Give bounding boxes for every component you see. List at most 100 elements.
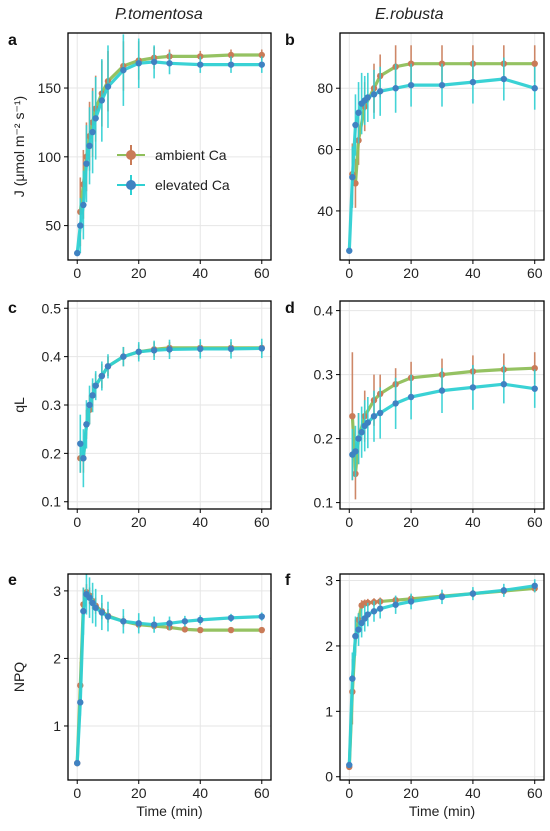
data-point-elevated [407,598,415,605]
y-tick-label: 0.3 [42,397,62,413]
data-point-elevated [166,620,173,627]
y-tick-label: 2 [325,638,333,654]
data-point-elevated [92,604,99,611]
column-title-left: P.tomentosa [115,6,203,23]
data-point-elevated [197,61,204,68]
panel-letter-e: e [8,572,17,589]
data-point-ambient [227,51,235,59]
data-point-elevated [89,128,96,136]
x-tick-label: 40 [465,514,481,530]
x-tick-label: 0 [345,265,353,281]
data-point-elevated [92,382,99,389]
y-tick-label: 3 [53,583,61,599]
data-point-elevated [364,611,372,618]
series-line-ambient [350,62,535,185]
data-point-elevated [98,97,106,104]
panel-letter-b: b [285,32,295,49]
data-point-elevated [346,247,353,254]
column-title-right: E.robusta [375,6,444,23]
data-point-elevated [120,66,127,74]
y-tick-label: 80 [317,80,333,96]
data-point-elevated [120,618,127,625]
plot-frame [339,32,545,261]
data-point-elevated [77,699,84,706]
data-point-elevated [407,393,415,401]
data-point-elevated [166,346,173,353]
panel-letter-d: d [285,300,295,317]
data-point-elevated [89,392,96,399]
data-point-elevated [352,632,359,640]
y-tick-label: 100 [38,149,62,165]
legend-label-ambient: ambient Ca [155,147,227,163]
data-point-elevated [438,387,446,394]
data-point-elevated [355,626,362,633]
y-tick-label: 0.4 [314,303,334,319]
data-point-elevated [104,363,112,370]
x-tick-label: 40 [465,265,481,281]
data-point-elevated [227,614,235,622]
x-tick-label: 60 [254,265,270,281]
x-tick-label: 40 [192,265,208,281]
x-tick-label: 20 [403,785,419,801]
data-point-ambient [197,626,204,634]
data-point-elevated [104,613,112,620]
plot-frame [67,32,272,261]
y-tick-label: 60 [317,142,333,158]
series-line-elevated [347,584,535,766]
data-point-elevated [92,115,99,122]
y-tick-label: 1 [325,703,333,719]
data-point-elevated [77,222,84,229]
y-tick-label: 1 [53,718,61,734]
x-tick-label: 60 [254,514,270,530]
data-point-elevated [358,619,365,627]
data-point-elevated [376,605,384,612]
panel-f: 0 20 40 60 0 1 2 3 Time (min) [325,573,545,819]
data-point-elevated [166,60,173,67]
legend-item-ambient: ambient Ca [113,140,273,170]
data-point-elevated [355,109,362,116]
data-point-elevated [370,608,378,615]
data-point-elevated [98,372,106,380]
data-point-elevated [197,616,204,624]
y-tick-label: 0.5 [42,300,62,316]
x-tick-label: 20 [131,265,147,281]
legend-label-elevated: elevated Ca [155,177,230,193]
data-point-elevated [531,582,538,589]
legend-key-elevated [113,175,149,195]
data-point-elevated [352,448,359,455]
panel-letter-c: c [8,300,17,317]
plot-frame [339,573,545,781]
data-point-elevated [469,78,477,86]
y-tick-label: 0.1 [42,494,62,510]
data-point-elevated [227,345,235,353]
data-point-elevated [355,435,362,442]
y-tick-label: 0.2 [314,431,334,447]
data-point-elevated [98,609,106,616]
data-point-elevated [83,421,90,428]
y-tick-label: 50 [45,218,61,234]
data-point-elevated [500,381,508,388]
panel-d: 0 20 40 60 0.1 0.2 0.3 0.4 [314,300,545,530]
x-tick-label: 20 [403,265,419,281]
x-axis-label: Time (min) [136,803,202,819]
data-point-elevated [469,384,477,391]
data-point-elevated [258,345,265,352]
data-point-elevated [83,160,90,167]
data-point-elevated [74,249,81,257]
data-point-elevated [197,345,204,353]
data-point-elevated [74,759,81,767]
data-point-elevated [438,593,446,601]
data-point-elevated [392,85,399,92]
data-point-ambient [227,626,235,634]
data-point-elevated [349,173,356,181]
data-point-elevated [531,385,538,392]
legend-key-ambient [113,145,149,165]
data-point-elevated [150,347,158,354]
panel-c: 0 20 40 60 0.1 0.2 0.3 0.4 0.5 qL [11,300,272,530]
panel-b: 0 20 40 60 40 60 80 [317,32,545,281]
data-point-ambient [531,60,538,67]
data-point-elevated [500,75,508,83]
data-point-elevated [181,618,189,625]
y-tick-label: 150 [38,80,62,96]
